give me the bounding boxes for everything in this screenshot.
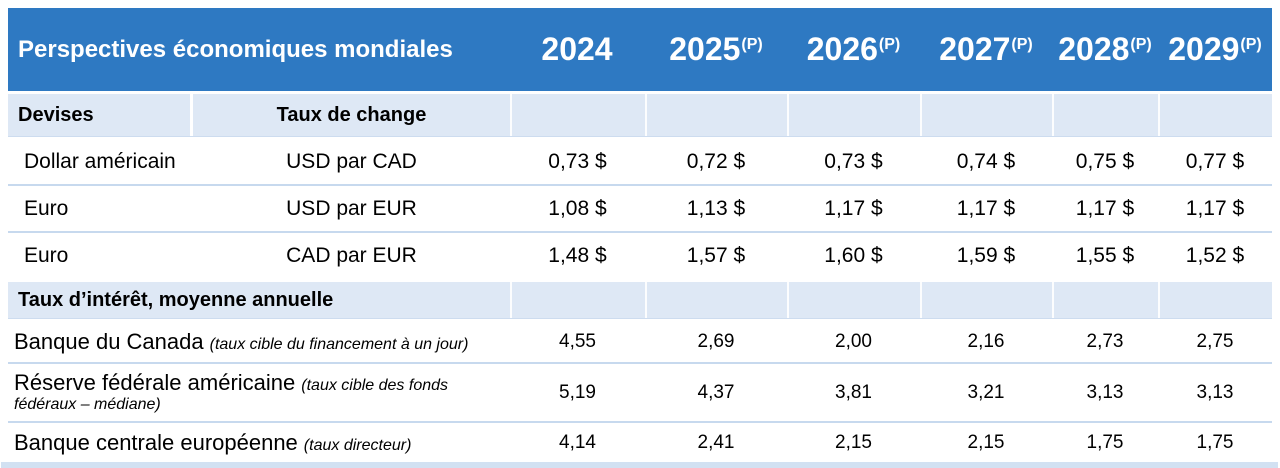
cell-value: 3,21 (967, 381, 1005, 403)
section-year-cell (920, 282, 1052, 318)
currency-name: Euro (24, 243, 69, 267)
currency-name: Euro (24, 196, 69, 220)
table-row-cad-eur: Euro CAD par EUR 1,48 $ 1,57 $ 1,60 $ 1,… (8, 233, 1272, 278)
cell-value: 0,75 $ (1075, 150, 1135, 173)
cell-value: 1,17 $ (1185, 196, 1245, 220)
cell-value: 3,13 (1086, 381, 1124, 403)
rate-pair: USD par CAD (286, 150, 417, 173)
cell-value: 2,00 (835, 331, 872, 352)
cell-value: 2,41 (697, 431, 735, 453)
forecast-superscript: (P) (878, 36, 901, 53)
interest-section-label: Taux d’intérêt, moyenne annuelle (18, 288, 334, 311)
cell-value: 3,81 (835, 381, 872, 403)
cell-value: 1,08 $ (548, 196, 607, 220)
section-year-cell (1158, 282, 1272, 318)
cell-value: 1,52 $ (1185, 243, 1245, 267)
forecast-superscript: (P) (1011, 36, 1033, 53)
row-gap (8, 319, 1272, 322)
bank-label: Banque centrale européenne (taux directeu… (8, 430, 510, 456)
currency-section-label: Devises (18, 103, 94, 126)
currency-section-cell: Devises (8, 94, 193, 136)
rate-pair: USD par EUR (286, 196, 417, 220)
exchange-rate-header: Taux de change (276, 103, 427, 126)
bank-note: (taux directeur) (303, 436, 412, 454)
interest-section-row: Taux d’intérêt, moyenne annuelle (8, 282, 1272, 319)
forecast-superscript: (P) (1240, 36, 1262, 53)
currency-name: Dollar américain (24, 150, 176, 173)
cell-value: 2,73 (1086, 331, 1124, 352)
cell-value: 1,17 $ (824, 196, 883, 220)
bank-note: (taux cible du financement à un jour) (209, 336, 469, 354)
cell-value: 1,60 $ (824, 243, 883, 267)
cell-value: 0,74 $ (956, 150, 1016, 173)
bank-name: Banque du Canada (14, 329, 204, 355)
currency-section-row: Devises Taux de change (8, 94, 1272, 137)
section-year-cell (645, 94, 787, 136)
forecast-superscript: (P) (741, 36, 763, 53)
cell-value: 2,69 (697, 331, 735, 352)
table-title: Perspectives économiques mondiales (18, 35, 453, 63)
cell-value: 1,75 (1086, 431, 1124, 453)
cell-value: 1,57 $ (686, 243, 746, 267)
section-year-cell (645, 282, 787, 318)
row-gap (8, 137, 1272, 140)
cell-value: 2,75 (1196, 331, 1234, 352)
cell-value: 4,37 (697, 381, 735, 403)
rate-pair: CAD par EUR (286, 243, 417, 267)
cell-value: 4,14 (559, 431, 596, 453)
cell-value: 0,72 $ (686, 150, 746, 173)
table-bottom-border (1, 462, 1278, 468)
cell-value: 0,73 $ (548, 150, 607, 173)
bank-label: Réserve fédérale américaine (taux cible d… (8, 370, 510, 415)
cell-value: 1,17 $ (1075, 196, 1135, 220)
cell-value: 2,15 (835, 431, 872, 453)
section-year-cell (1158, 94, 1272, 136)
bank-label: Banque du Canada (taux cible du financeme… (8, 329, 510, 355)
cell-value: 1,48 $ (548, 243, 607, 267)
year-header-2027: 2027(P) (939, 31, 1033, 67)
year-header-2026: 2026(P) (806, 31, 901, 67)
section-year-cell (510, 282, 645, 318)
section-year-cell (920, 94, 1052, 136)
row-divider (8, 231, 1272, 233)
cell-value: 1,59 $ (956, 243, 1016, 267)
year-header-2028: 2028(P) (1058, 31, 1152, 67)
section-year-cell (1052, 94, 1158, 136)
row-divider (8, 184, 1272, 186)
forecast-superscript: (P) (1130, 36, 1152, 53)
cell-value: 1,75 (1196, 431, 1234, 453)
cell-value: 0,77 $ (1185, 150, 1245, 173)
table-row-bank-of-canada: Banque du Canada (taux cible du financeme… (8, 322, 1272, 362)
table-row-ecb: Banque centrale européenne (taux directeu… (8, 423, 1272, 462)
section-year-cell (787, 282, 920, 318)
cell-value: 5,19 (559, 381, 596, 403)
bank-name: Réserve fédérale américaine (14, 370, 296, 396)
cell-value: 1,17 $ (956, 196, 1016, 220)
year-header-2024: 2024 (541, 31, 613, 67)
bank-name: Banque centrale européenne (14, 429, 298, 455)
row-divider (8, 362, 1272, 364)
row-divider (8, 421, 1272, 423)
row-gap (8, 278, 1272, 282)
section-year-cell (1052, 282, 1158, 318)
cell-value: 1,13 $ (686, 196, 746, 220)
cell-value: 0,73 $ (824, 150, 883, 173)
cell-value: 1,55 $ (1075, 243, 1135, 267)
economic-outlook-table: Perspectives économiques mondiales 2024 … (8, 8, 1272, 462)
table-row-usd-cad: Dollar américain USD par CAD 0,73 $ 0,72… (8, 140, 1272, 184)
table-row-federal-reserve: Réserve fédérale américaine (taux cible d… (8, 364, 1272, 421)
table-header-row: Perspectives économiques mondiales 2024 … (8, 8, 1272, 91)
table-row-usd-eur: Euro USD par EUR 1,08 $ 1,13 $ 1,17 $ 1,… (8, 186, 1272, 231)
cell-value: 2,15 (967, 431, 1005, 453)
cell-value: 2,16 (967, 331, 1005, 352)
section-year-cell (510, 94, 645, 136)
year-header-2025: 2025(P) (669, 31, 763, 67)
year-header-2029: 2029(P) (1168, 31, 1262, 67)
cell-value: 3,13 (1196, 381, 1234, 403)
section-year-cell (787, 94, 920, 136)
bank-note: (taux cible des fonds fédéraux – médiane… (14, 377, 449, 414)
cell-value: 4,55 (559, 331, 596, 352)
row-gap (8, 91, 1272, 94)
